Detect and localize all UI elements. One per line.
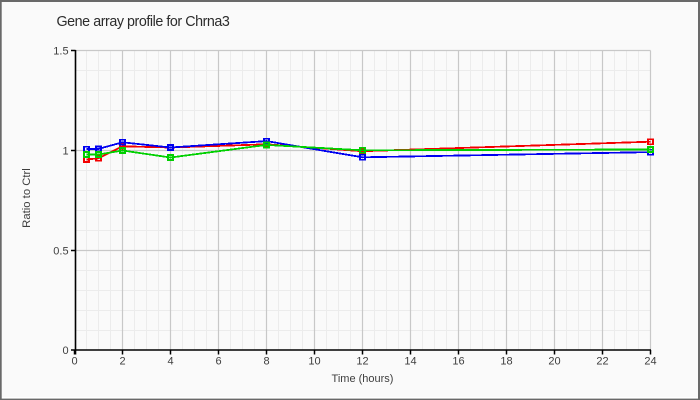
svg-text:20: 20 [548,355,560,367]
svg-text:8: 8 [263,355,269,367]
svg-text:4: 4 [167,355,173,367]
svg-text:10: 10 [308,355,320,367]
svg-text:24: 24 [644,355,656,367]
svg-text:16: 16 [452,355,464,367]
svg-text:Gene array profile for Chrna3: Gene array profile for Chrna3 [57,14,230,30]
svg-text:6: 6 [215,355,221,367]
svg-text:0: 0 [71,355,77,367]
svg-text:Ratio to Ctrl: Ratio to Ctrl [21,168,33,228]
svg-text:Time (hours): Time (hours) [332,373,394,385]
svg-text:18: 18 [500,355,512,367]
svg-text:22: 22 [596,355,608,367]
svg-text:1: 1 [62,145,68,157]
svg-text:14: 14 [404,355,416,367]
svg-text:2: 2 [119,355,125,367]
svg-text:1.5: 1.5 [53,45,68,57]
svg-text:0: 0 [62,345,68,357]
svg-text:0.5: 0.5 [53,245,68,257]
svg-text:12: 12 [356,355,368,367]
